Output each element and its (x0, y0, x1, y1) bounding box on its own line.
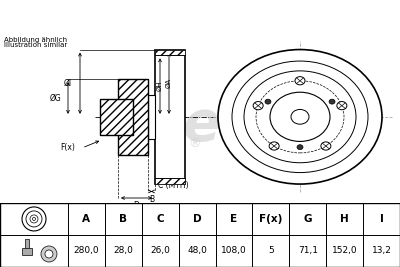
Text: 48,0: 48,0 (187, 246, 207, 256)
Circle shape (41, 246, 57, 262)
Circle shape (26, 211, 42, 227)
Text: C: C (156, 214, 164, 224)
Text: G: G (304, 214, 312, 224)
Text: Illustration similar: Illustration similar (4, 42, 67, 48)
Text: 108,0: 108,0 (221, 246, 247, 256)
Bar (22, 248, 32, 255)
Bar (25, 239, 29, 249)
Text: F(x): F(x) (259, 214, 282, 224)
Circle shape (232, 61, 368, 172)
Text: H: H (340, 214, 349, 224)
Text: 280,0: 280,0 (74, 246, 99, 256)
Circle shape (22, 207, 46, 231)
Text: D: D (193, 214, 202, 224)
Text: ØI: ØI (64, 79, 72, 88)
Circle shape (291, 109, 309, 124)
Text: I: I (380, 214, 384, 224)
Circle shape (297, 145, 303, 150)
Text: 428214: 428214 (280, 8, 344, 23)
Text: F(x): F(x) (60, 143, 75, 152)
Circle shape (269, 142, 279, 150)
Circle shape (329, 99, 335, 104)
Text: 24.0128-0214.1: 24.0128-0214.1 (93, 8, 227, 23)
Bar (118, 79, 148, 155)
Bar (100, 99, 133, 135)
Text: C (MTH): C (MTH) (158, 181, 189, 190)
Text: 71,1: 71,1 (298, 246, 318, 256)
Text: B: B (149, 195, 154, 204)
Bar (100, 99, 133, 135)
Circle shape (218, 50, 382, 184)
Bar (155, 178, 185, 184)
Bar (118, 79, 148, 155)
Text: ®: ® (189, 138, 201, 150)
Text: B: B (119, 214, 127, 224)
Text: 26,0: 26,0 (150, 246, 170, 256)
Text: ØG: ØG (50, 93, 62, 103)
Text: 13,2: 13,2 (372, 246, 392, 256)
Text: 28,0: 28,0 (113, 246, 133, 256)
Bar (148, 95, 155, 139)
Circle shape (244, 71, 356, 163)
Text: D: D (134, 201, 140, 210)
Text: ØE: ØE (123, 100, 129, 110)
Text: ate: ate (119, 98, 221, 152)
Text: 152,0: 152,0 (332, 246, 358, 256)
Text: A: A (82, 214, 90, 224)
Bar (155, 50, 185, 55)
Circle shape (265, 99, 271, 104)
Text: ØH: ØH (157, 81, 163, 91)
Circle shape (337, 101, 347, 110)
Text: ØA: ØA (166, 78, 172, 88)
Circle shape (253, 101, 263, 110)
Circle shape (270, 92, 330, 142)
Bar (155, 50, 185, 184)
Text: 3x: 3x (315, 160, 324, 169)
Text: Ø8,6: Ø8,6 (315, 155, 333, 164)
Text: Abbildung ähnlich: Abbildung ähnlich (4, 37, 67, 43)
Circle shape (32, 217, 36, 221)
Text: 5: 5 (268, 246, 274, 256)
Circle shape (30, 215, 38, 223)
Circle shape (45, 250, 53, 258)
Circle shape (321, 142, 331, 150)
Text: E: E (230, 214, 238, 224)
Circle shape (295, 77, 305, 85)
